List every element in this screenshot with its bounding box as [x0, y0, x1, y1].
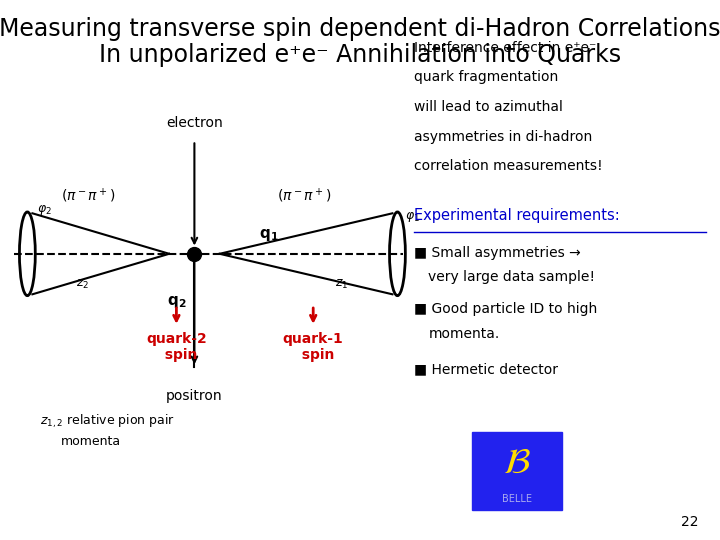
Text: $(\pi^-\pi^+)$: $(\pi^-\pi^+)$	[61, 187, 115, 205]
Text: In unpolarized e⁺e⁻ Annihilation into Quarks: In unpolarized e⁺e⁻ Annihilation into Qu…	[99, 43, 621, 67]
Text: ■ Hermetic detector: ■ Hermetic detector	[414, 362, 558, 376]
Text: positron: positron	[166, 389, 222, 403]
Text: ■ Good particle ID to high: ■ Good particle ID to high	[414, 302, 598, 316]
Text: momenta: momenta	[61, 435, 122, 448]
Text: electron: electron	[166, 116, 222, 130]
Text: quark-2
  spin: quark-2 spin	[146, 332, 207, 362]
Text: quark-1
  spin: quark-1 spin	[283, 332, 343, 362]
Text: correlation measurements!: correlation measurements!	[414, 159, 603, 173]
Text: $\mathbf{q_1}$: $\mathbf{q_1}$	[259, 227, 279, 243]
Text: quark fragmentation: quark fragmentation	[414, 70, 558, 84]
Text: will lead to azimuthal: will lead to azimuthal	[414, 100, 563, 114]
FancyBboxPatch shape	[472, 432, 562, 510]
Text: BELLE: BELLE	[502, 494, 531, 504]
Text: Experimental requirements:: Experimental requirements:	[414, 208, 620, 223]
Text: very large data sample!: very large data sample!	[428, 270, 595, 284]
Text: asymmetries in di-hadron: asymmetries in di-hadron	[414, 130, 593, 144]
Text: $\mathbf{q_2}$: $\mathbf{q_2}$	[166, 294, 186, 310]
Text: $(\pi^-\pi^+)$: $(\pi^-\pi^+)$	[277, 187, 331, 205]
Text: $\varphi_1$: $\varphi_1$	[405, 210, 420, 224]
Text: $\varphi_2$: $\varphi_2$	[37, 203, 53, 217]
Text: momenta.: momenta.	[428, 327, 500, 341]
Text: $\mathcal{B}$: $\mathcal{B}$	[503, 447, 531, 480]
Text: $z_2$: $z_2$	[76, 278, 89, 291]
Text: Measuring transverse spin dependent di-Hadron Correlations: Measuring transverse spin dependent di-H…	[0, 17, 720, 41]
Text: 22: 22	[681, 515, 698, 529]
Text: $z_{1,2}$ relative pion pair: $z_{1,2}$ relative pion pair	[40, 413, 175, 430]
Text: $z_1$: $z_1$	[336, 278, 348, 291]
Text: Interference effect in e⁺e⁻: Interference effect in e⁺e⁻	[414, 40, 596, 55]
Text: ■ Small asymmetries →: ■ Small asymmetries →	[414, 246, 581, 260]
